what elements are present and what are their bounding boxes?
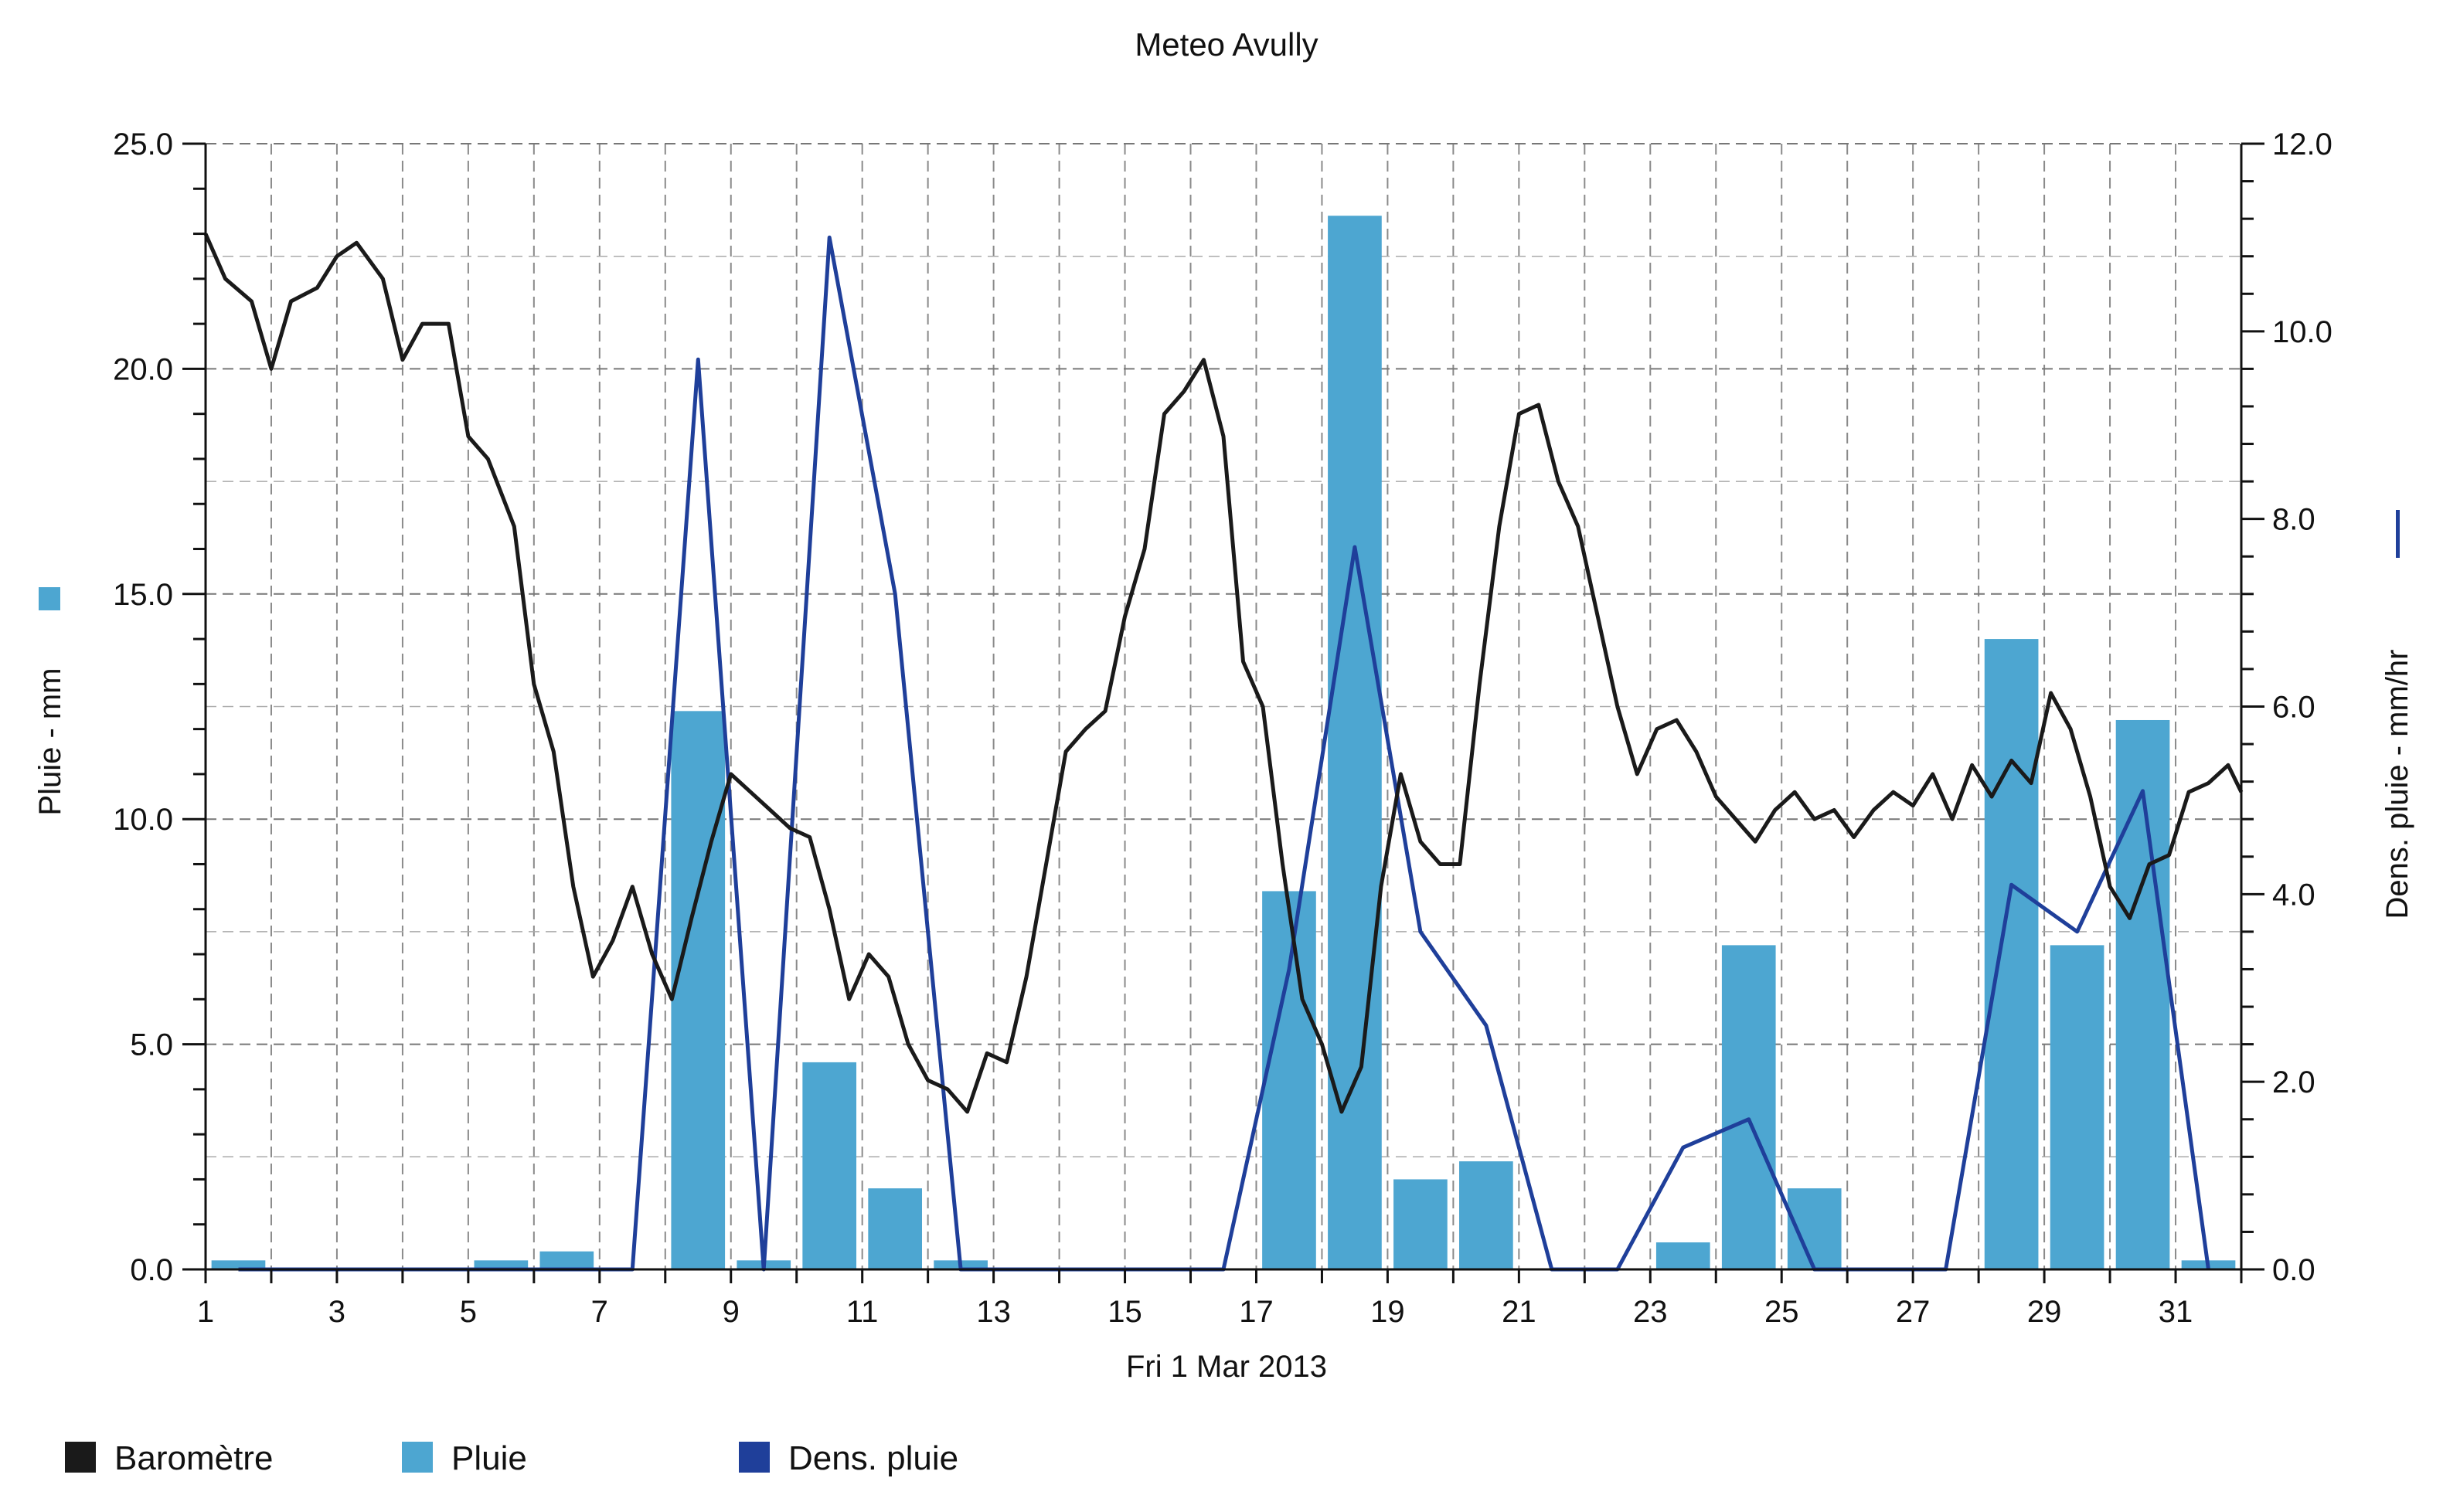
bar-pluie [2115,719,2170,1269]
bar-pluie [2050,945,2104,1269]
legend-label-pluie: Pluie [451,1439,527,1477]
left-axis-series-swatch [39,587,60,610]
x-tick-label: 25 [1764,1295,1799,1329]
legend-swatch-barometre [65,1442,96,1473]
y-right-tick-label: 4.0 [2272,878,2315,912]
x-tick-label: 29 [2027,1295,2062,1329]
bar-pluie [1655,1242,1710,1269]
y-left-axis-label: Pluie - mm [33,668,67,815]
x-tick-label: 1 [197,1295,214,1329]
x-tick-label: 27 [1896,1295,1931,1329]
line-barometre [203,233,2244,1114]
x-tick-label: 19 [1370,1295,1405,1329]
y-right-tick-label: 2.0 [2272,1065,2315,1099]
chart-title: Meteo Avully [1135,26,1318,63]
bar-pluie [1393,1179,1448,1269]
bar-pluie [539,1251,594,1269]
y-left-tick-label: 20.0 [113,352,173,386]
bar-pluie [1459,1161,1513,1269]
y-left-tick-label: 10.0 [113,803,173,837]
x-tick-label: 3 [328,1295,345,1329]
right-axis-series-swatch [2396,510,2400,558]
y-right-tick-label: 0.0 [2272,1253,2315,1287]
y-right-axis-label: Dens. pluie - mm/hr [2380,650,2414,919]
legend-label-barometre: Baromètre [114,1439,273,1477]
y-left-tick-label: 5.0 [130,1028,173,1062]
x-tick-label: 13 [976,1295,1011,1329]
bar-pluie [211,1260,266,1269]
x-tick-label: 9 [723,1295,740,1329]
y-right-tick-label: 8.0 [2272,503,2315,537]
y-left-tick-label: 25.0 [113,127,173,161]
y-left-tick-label: 15.0 [113,578,173,612]
x-axis-label: Fri 1 Mar 2013 [1126,1350,1327,1384]
x-tick-label: 15 [1108,1295,1142,1329]
y-right-tick-label: 12.0 [2272,127,2332,161]
legend: Baromètre Pluie Dens. pluie [65,1439,958,1477]
axes [182,142,2264,1283]
bar-pluie [802,1062,857,1269]
bar-pluie [1721,945,1776,1269]
x-tick-label: 21 [1502,1295,1536,1329]
tick-labels: 1 3 5 7 9 11 13 15 17 19 21 23 25 27 29 310.05.010.015.… [113,127,2332,1329]
legend-label-dens-pluie: Dens. pluie [788,1439,958,1477]
bar-pluie [1262,891,1316,1269]
y-left-tick-label: 0.0 [130,1253,173,1287]
x-tick-label: 11 [846,1295,879,1329]
y-right-tick-label: 10.0 [2272,315,2332,349]
x-tick-label: 17 [1239,1295,1274,1329]
bar-pluie [1984,639,2039,1269]
grid [206,143,2241,1269]
x-tick-label: 7 [591,1295,608,1329]
bar-pluie [474,1260,529,1269]
y-right-tick-label: 6.0 [2272,691,2315,725]
x-tick-label: 31 [2159,1295,2193,1329]
x-tick-label: 23 [1633,1295,1668,1329]
bar-pluie [1328,216,1382,1269]
x-tick-label: 5 [460,1295,477,1329]
legend-swatch-dens-pluie [739,1442,770,1473]
bar-pluie [671,711,726,1269]
bar-pluie [868,1188,922,1269]
legend-swatch-pluie [402,1442,433,1473]
